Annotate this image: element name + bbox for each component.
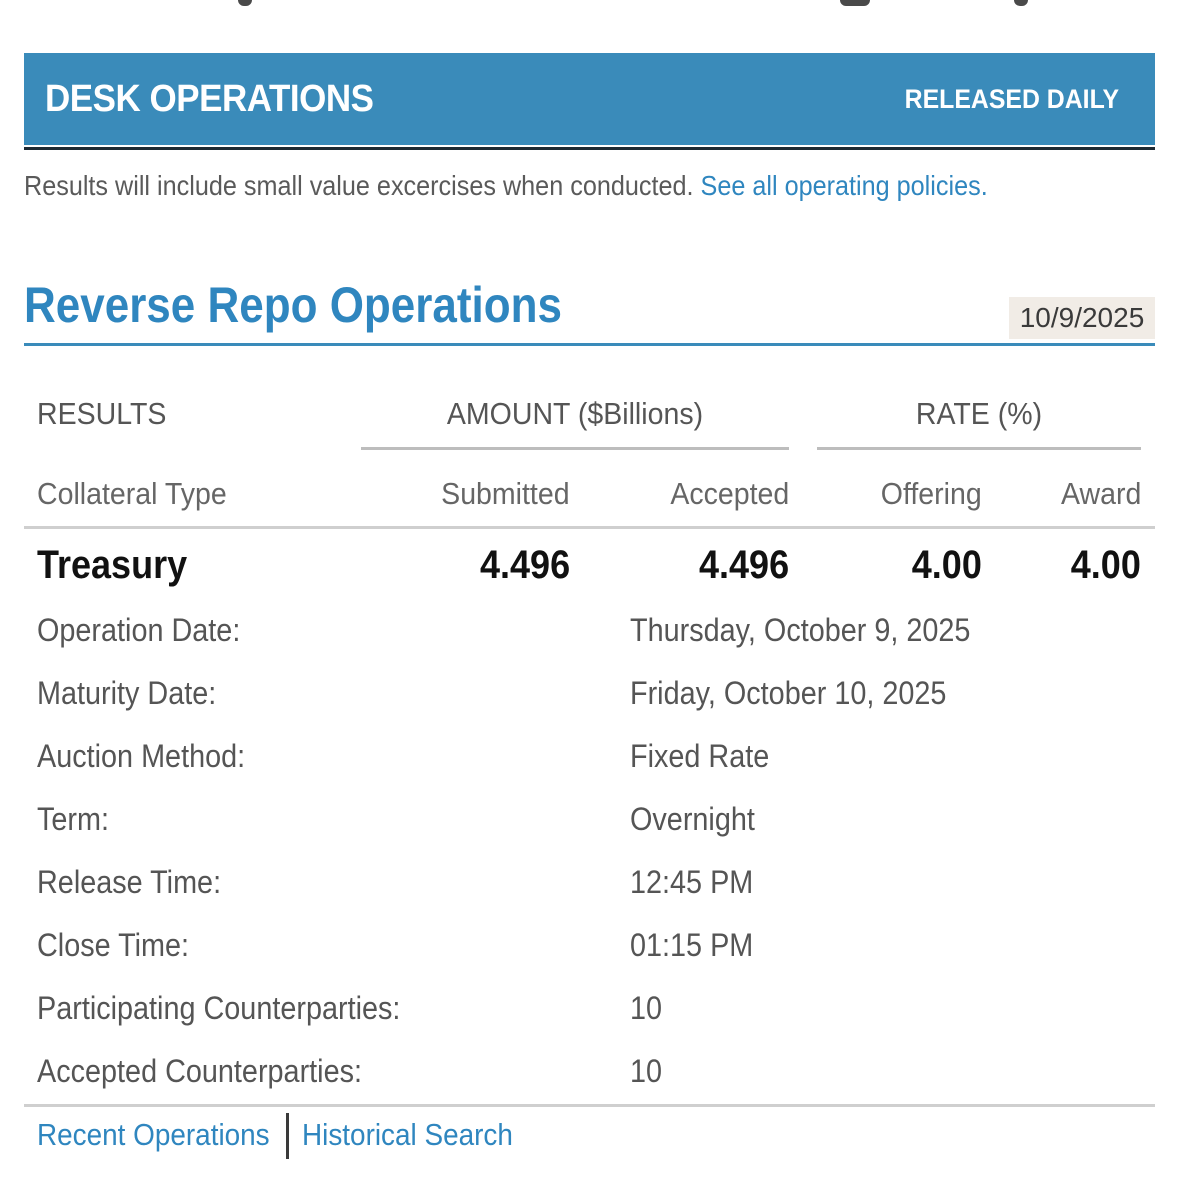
operation-date-value: Thursday, October 9, 2025	[630, 612, 971, 648]
term-value: Overnight	[630, 801, 755, 837]
clipped-previous-content	[0, 0, 1179, 6]
release-time-label: Release Time:	[37, 864, 222, 900]
column-header-divider	[24, 526, 1155, 529]
rate-group-rule	[817, 447, 1141, 450]
operating-policies-link[interactable]: See all operating policies.	[700, 170, 988, 201]
submitted-value: 4.496	[479, 543, 570, 587]
footer-link-separator	[286, 1113, 289, 1159]
historical-search-link[interactable]: Historical Search	[302, 1117, 513, 1152]
section-divider	[24, 343, 1155, 346]
close-time-value: 01:15 PM	[630, 927, 754, 963]
col-offering: Offering	[881, 476, 982, 511]
recent-operations-link[interactable]: Recent Operations	[37, 1117, 270, 1152]
maturity-date-label: Maturity Date:	[37, 675, 217, 711]
award-rate-value: 4.00	[1070, 543, 1141, 587]
col-accepted: Accepted	[670, 476, 789, 511]
header-title: DESK OPERATIONS	[45, 77, 374, 120]
term-label: Term:	[37, 801, 109, 837]
header-divider	[24, 147, 1155, 150]
operation-date-label: Operation Date:	[37, 612, 241, 648]
accepted-counterparties-label: Accepted Counterparties:	[37, 1053, 362, 1089]
collateral-type-value: Treasury	[37, 543, 188, 587]
section-title: Reverse Repo Operations	[24, 277, 562, 333]
results-label: RESULTS	[37, 396, 167, 431]
release-frequency: RELEASED DAILY	[904, 83, 1119, 114]
footer-divider	[24, 1104, 1155, 1107]
policy-note: Results will include small value excerci…	[24, 170, 988, 202]
release-time-value: 12:45 PM	[630, 864, 754, 900]
rate-group-header: RATE (%)	[915, 396, 1043, 431]
maturity-date-value: Friday, October 10, 2025	[630, 675, 947, 711]
auction-method-value: Fixed Rate	[630, 738, 770, 774]
auction-method-label: Auction Method:	[37, 738, 246, 774]
col-submitted: Submitted	[441, 476, 570, 511]
operation-date-badge: 10/9/2025	[1009, 297, 1155, 339]
amount-group-rule	[361, 447, 789, 450]
participating-counterparties-label: Participating Counterparties:	[37, 990, 401, 1026]
participating-counterparties-value: 10	[630, 990, 663, 1026]
accepted-value: 4.496	[698, 543, 789, 587]
col-collateral-type: Collateral Type	[37, 476, 227, 511]
offering-rate-value: 4.00	[911, 543, 982, 587]
policy-note-text: Results will include small value excerci…	[24, 170, 694, 201]
col-award: Award	[1060, 476, 1141, 511]
desk-operations-header: DESK OPERATIONS RELEASED DAILY	[24, 53, 1155, 145]
close-time-label: Close Time:	[37, 927, 190, 963]
accepted-counterparties-value: 10	[630, 1053, 663, 1089]
amount-group-header: AMOUNT ($Billions)	[446, 396, 704, 431]
